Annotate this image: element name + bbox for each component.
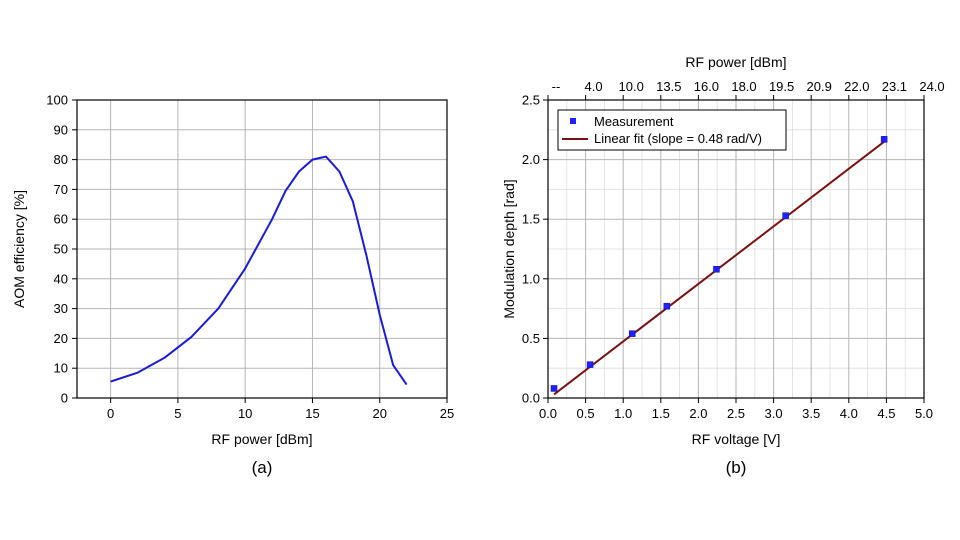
chart-b-x-tick-label: 0.0 — [539, 406, 557, 421]
chart-a-x-tick-label: 0 — [107, 406, 114, 421]
chart-b-x-tick-label: 1.5 — [652, 406, 670, 421]
chart-b-data-point — [550, 385, 558, 392]
chart-a-x-axis-title: RF power [dBm] — [211, 431, 312, 447]
chart-b-data-point — [713, 266, 720, 273]
chart-a-y-tick-label: 80 — [54, 152, 68, 167]
chart-b-top-tick-label: 13.5 — [656, 79, 681, 94]
chart-b-data-point — [880, 136, 888, 143]
chart-a: 0 5 10 15 20 25 0 10 20 30 40 50 60 70 80 90 100 RF powe… — [11, 93, 454, 478]
chart-a-y-tick-label: 50 — [54, 242, 68, 257]
chart-a-grid — [77, 100, 448, 398]
chart-b-top-axis-title: RF power [dBm] — [685, 54, 786, 70]
chart-b-top-tick-label: 22.0 — [844, 79, 869, 94]
chart-a-ticks: 0 5 10 15 20 25 0 10 20 30 40 50 60 70 80 90 100 — [46, 93, 454, 422]
chart-a-y-tick-label: 70 — [54, 182, 68, 197]
chart-b-data-point — [782, 212, 789, 219]
chart-a-y-tick-label: 10 — [54, 361, 68, 376]
chart-b-data-point — [628, 330, 636, 337]
chart-b-top-tick-label: 4.0 — [585, 79, 603, 94]
chart-b-x-tick-label: 4.5 — [877, 406, 895, 421]
chart-a-y-tick-label: 20 — [54, 331, 68, 346]
chart-a-panel-label: (a) — [252, 458, 273, 477]
legend-label-measurement: Measurement — [594, 114, 674, 129]
chart-b-x-tick-label: 2.0 — [689, 406, 707, 421]
chart-a-series-line — [110, 155, 408, 386]
chart-b-data-point — [663, 302, 671, 310]
chart-b-top-tick-label: 16.0 — [694, 79, 719, 94]
chart-b-top-tick-label: 18.0 — [731, 79, 756, 94]
chart-b-top-tick-label: 10.0 — [619, 79, 644, 94]
chart-b-top-tick-label: -- — [552, 79, 561, 94]
chart-a-y-tick-label: 30 — [54, 301, 68, 316]
chart-a-x-tick-label: 25 — [440, 406, 454, 421]
chart-b-legend: Measurement Linear fit (slope = 0.48 rad… — [557, 109, 787, 151]
chart-b-x-tick-label: 4.0 — [840, 406, 858, 421]
chart-b-series — [550, 136, 888, 396]
chart-a-y-tick-label: 90 — [54, 122, 68, 137]
chart-b-x-tick-label: 5.0 — [915, 406, 933, 421]
chart-a-plot-frame — [76, 99, 448, 399]
chart-b-y-tick-label: 0.5 — [522, 331, 540, 346]
chart-b-ticks: 0.0 0.5 1.0 1.5 2.0 2.5 3.0 3.5 4.0 4.5 5.0 0.0 0.5 1… — [522, 79, 945, 421]
chart-b-x-tick-label: 3.0 — [765, 406, 783, 421]
chart-a-y-axis-title: AOM efficiency [%] — [11, 190, 27, 308]
chart-b-y-tick-label: 0.0 — [522, 391, 540, 406]
chart-b-plot-frame — [547, 99, 925, 399]
chart-b-y-axis-title: Modulation depth [rad] — [501, 179, 517, 318]
chart-b: 0.0 0.5 1.0 1.5 2.0 2.5 3.0 3.5 4.0 4.5 5.0 0.0 0.5 1… — [501, 54, 945, 477]
chart-b-x-tick-label: 2.5 — [727, 406, 745, 421]
chart-b-x-tick-label: 3.5 — [802, 406, 820, 421]
chart-a-y-tick-label: 40 — [54, 271, 68, 286]
chart-a-y-tick-label: 100 — [46, 93, 68, 108]
chart-b-y-tick-label: 2.0 — [522, 152, 540, 167]
legend-label-linear-fit: Linear fit (slope = 0.48 rad/V) — [594, 131, 762, 146]
chart-b-top-tick-label: 19.5 — [769, 79, 794, 94]
chart-b-x-axis-title: RF voltage [V] — [692, 431, 781, 447]
chart-b-panel-label: (b) — [726, 458, 747, 477]
chart-a-y-tick-label: 60 — [54, 212, 68, 227]
chart-a-x-tick-label: 15 — [305, 406, 319, 421]
chart-a-x-tick-label: 20 — [372, 406, 386, 421]
chart-b-y-tick-label: 1.0 — [522, 271, 540, 286]
chart-b-top-tick-label: 20.9 — [807, 79, 832, 94]
chart-b-top-tick-label: 24.0 — [919, 79, 944, 94]
chart-b-data-point — [586, 361, 594, 368]
chart-a-x-tick-label: 10 — [238, 406, 252, 421]
legend-marker-measurement — [570, 118, 576, 124]
chart-b-y-tick-label: 1.5 — [522, 212, 540, 227]
chart-b-x-tick-label: 1.0 — [614, 406, 632, 421]
chart-b-y-tick-label: 2.5 — [522, 93, 540, 108]
chart-b-top-tick-label: 23.1 — [882, 79, 907, 94]
chart-a-x-tick-label: 5 — [174, 406, 181, 421]
chart-b-x-tick-label: 0.5 — [577, 406, 595, 421]
chart-a-series — [110, 155, 408, 386]
chart-a-y-tick-label: 0 — [61, 391, 68, 406]
chart-b-legend-box — [557, 109, 787, 151]
